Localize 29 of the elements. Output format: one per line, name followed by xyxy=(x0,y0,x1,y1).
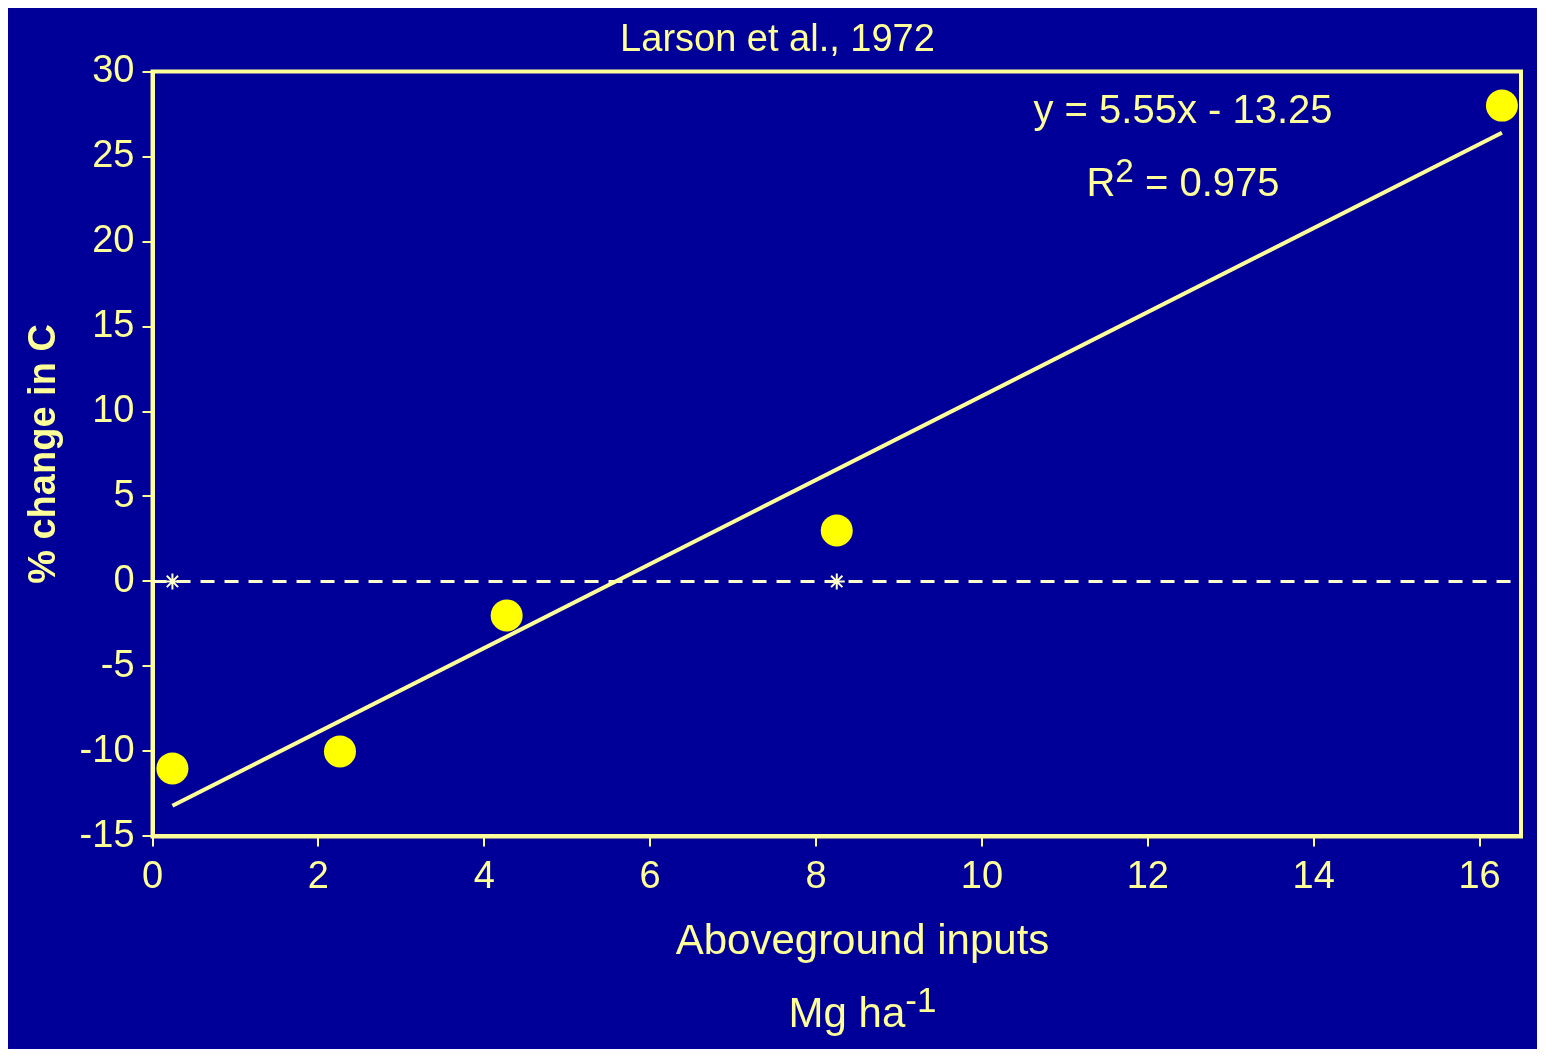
annotation: R$^{2}$ = 0.975 xyxy=(1085,151,1281,207)
x-tick-label: 2 xyxy=(307,853,329,896)
point xyxy=(820,514,853,547)
y-tick-label: -10 xyxy=(79,727,135,770)
y-tick-label: 0 xyxy=(113,557,135,600)
y-tick-label: -5 xyxy=(100,642,135,685)
y-axis-title: % change in C xyxy=(21,324,64,584)
y-tick-label: -15 xyxy=(79,812,135,855)
point xyxy=(490,599,523,632)
x-tick-label: 6 xyxy=(639,853,661,896)
x-tick-label: 10 xyxy=(960,853,1004,896)
x-tick-label: 4 xyxy=(473,853,495,896)
point xyxy=(323,735,356,768)
y-tick-label: 30 xyxy=(92,48,135,91)
chart-title: Larson et al., 1972 xyxy=(620,17,935,60)
x-tick-label: 14 xyxy=(1292,853,1335,896)
x-tick-label: 8 xyxy=(805,853,827,896)
y-tick-label: 20 xyxy=(92,218,135,261)
y-tick-label: 25 xyxy=(92,133,135,176)
annotation: y = 5.55x - 13.25 xyxy=(1032,86,1334,133)
point xyxy=(1485,89,1518,122)
y-tick-label: 5 xyxy=(113,472,135,515)
x-tick-label: 16 xyxy=(1458,853,1501,896)
point xyxy=(156,752,189,785)
x-tick-label: 0 xyxy=(141,853,164,896)
y-tick-label: 10 xyxy=(92,388,135,430)
y-tick-label: 15 xyxy=(92,303,135,346)
x-tick-label: 12 xyxy=(1126,853,1169,896)
x-axis-title: Aboveground inputs Mg ha$^{-1}$ xyxy=(674,915,1051,1038)
